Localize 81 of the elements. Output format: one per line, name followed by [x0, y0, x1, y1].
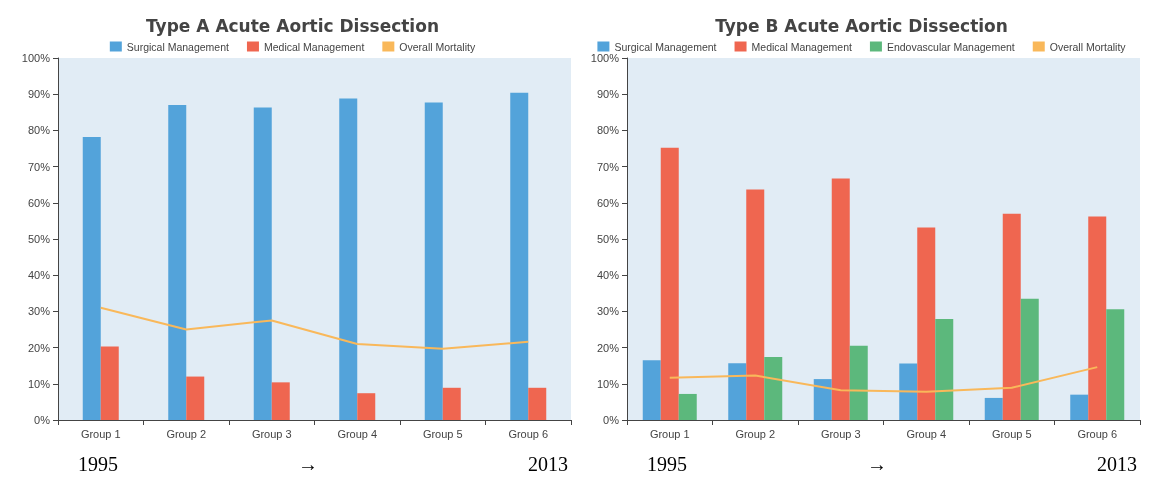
line-series — [99, 306, 530, 350]
x-tick-label: Group 2 — [735, 427, 776, 440]
y-tick-label: 10% — [596, 377, 620, 390]
bar — [849, 345, 868, 420]
y-tick-label: 50% — [27, 233, 51, 245]
text: 1995 — [78, 453, 118, 475]
text: 2013 — [1097, 453, 1137, 475]
y-tick-label: 0% — [34, 414, 51, 426]
x-tick-label: Group 4 — [337, 427, 378, 440]
chart-title: Type A Acute Aortic Dissection — [146, 15, 439, 36]
x-tick-label: Group 3 — [251, 427, 292, 440]
y-tick-label: 30% — [27, 305, 51, 318]
y-tick-label: 100% — [21, 52, 51, 64]
bar — [917, 227, 936, 420]
y-tick-label: 30% — [596, 305, 620, 318]
y-tick-label: 40% — [27, 269, 51, 282]
bar — [442, 387, 461, 420]
bar — [984, 397, 1003, 420]
bar — [1070, 394, 1089, 420]
y-tick-label: 70% — [27, 160, 51, 173]
text: → — [298, 453, 318, 475]
y-tick-label: 10% — [27, 377, 51, 390]
legend-label: Overall Mortality — [399, 40, 476, 53]
y-tick-label: 80% — [596, 124, 620, 137]
bar — [660, 147, 679, 420]
x-tick-label: Group 2 — [166, 427, 207, 440]
y-tick-label: 20% — [596, 341, 620, 354]
bar — [357, 393, 376, 420]
y-tick-label: 0% — [603, 414, 620, 426]
text: 1995 — [647, 453, 687, 475]
x-tick-label: Group 6 — [508, 427, 549, 440]
y-tick-label: 60% — [27, 196, 51, 209]
bar — [168, 105, 187, 420]
bar — [831, 178, 850, 420]
bar — [100, 346, 119, 420]
bar — [271, 382, 290, 420]
text: 2013 — [528, 453, 568, 475]
bar — [339, 98, 358, 420]
bar — [424, 102, 443, 420]
bar — [642, 360, 661, 420]
x-tick-label: Group 1 — [649, 427, 690, 440]
bar — [935, 319, 954, 420]
legend-label: Surgical Management — [614, 40, 717, 53]
line-series — [668, 366, 1099, 393]
bar — [253, 107, 272, 420]
x-tick-label: Group 5 — [991, 427, 1032, 440]
bar — [186, 376, 205, 420]
legend-label: Medical Management — [751, 40, 853, 53]
x-tick-label: Group 1 — [80, 427, 121, 440]
y-tick-label: 20% — [27, 341, 51, 354]
bar — [1002, 213, 1021, 420]
y-tick-label: 100% — [590, 52, 620, 64]
bar — [678, 393, 697, 420]
bar — [82, 136, 101, 420]
bar — [746, 189, 765, 420]
chart-title: Type B Acute Aortic Dissection — [715, 15, 1008, 36]
bar — [1088, 216, 1107, 420]
y-tick-label: 50% — [596, 233, 620, 245]
legend-label: Surgical Management — [126, 40, 230, 53]
bar — [728, 363, 747, 420]
bar — [528, 387, 547, 420]
y-tick-label: 70% — [596, 160, 620, 173]
bar — [813, 379, 832, 420]
bar — [899, 363, 918, 420]
bar — [764, 357, 783, 420]
legend-label: Overall Mortality — [1049, 40, 1127, 53]
bar — [510, 92, 529, 420]
text: → — [867, 453, 887, 475]
bar — [1106, 309, 1125, 420]
y-tick-label: 40% — [596, 269, 620, 282]
legend-label: Endovascular Management — [886, 40, 1015, 53]
y-tick-label: 80% — [27, 124, 51, 137]
x-tick-label: Group 3 — [820, 427, 861, 440]
legend-label: Medical Management — [263, 40, 365, 53]
bar — [1020, 298, 1039, 420]
y-tick-label: 90% — [596, 88, 620, 101]
y-tick-label: 60% — [596, 196, 620, 209]
y-tick-label: 90% — [27, 88, 51, 101]
x-tick-label: Group 4 — [906, 427, 947, 440]
x-tick-label: Group 5 — [422, 427, 463, 440]
x-tick-label: Group 6 — [1077, 427, 1118, 440]
